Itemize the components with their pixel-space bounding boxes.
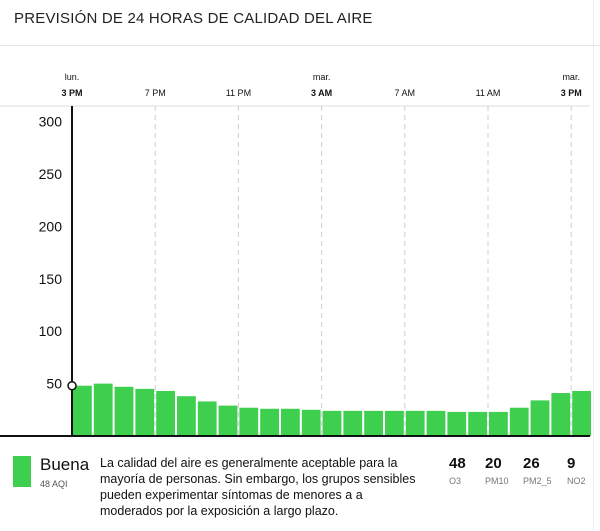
data-bar (281, 408, 300, 436)
aqi-value-label: 48 AQI (40, 479, 68, 489)
data-bar (447, 411, 467, 436)
y-tick-label: 250 (39, 166, 63, 182)
x-tick-label: 3 AM (311, 88, 332, 98)
data-bar (218, 405, 238, 436)
y-tick-label: 50 (46, 376, 62, 392)
x-tick-label: 3 PM (61, 88, 82, 98)
aqi-level-name: Buena (40, 455, 90, 474)
x-tick-label: 7 PM (145, 88, 166, 98)
aqi-forecast-chart: 50 100 150 200 250 300 lun. 3 PM 7 PM 11 PM mar. 3 … (0, 72, 591, 437)
data-bar (177, 396, 196, 436)
data-bar (93, 383, 113, 436)
data-bar (135, 388, 155, 436)
pollutant-value: 26 (523, 455, 540, 472)
data-bar (385, 410, 404, 436)
data-bar (426, 410, 446, 436)
data-bar (239, 407, 259, 436)
data-bar (114, 386, 134, 436)
pollutant-name: O3 (449, 476, 462, 486)
data-bar (468, 411, 487, 436)
data-bar (156, 390, 175, 436)
x-tick-label: 7 AM (395, 88, 416, 98)
page-title: PREVISIÓN DE 24 HORAS DE CALIDAD DEL AIR… (14, 10, 373, 27)
data-bar (301, 409, 321, 436)
data-bar (73, 385, 92, 436)
x-tick-label: 11 PM (226, 88, 251, 98)
x-tick-day-label: mar. (562, 72, 580, 82)
header-divider (0, 45, 600, 46)
panel-edge (593, 0, 594, 531)
current-value-marker (67, 380, 77, 391)
pollutant-value: 20 (485, 455, 502, 472)
pollutant-name: PM2_5 (523, 476, 552, 486)
data-bar (197, 401, 217, 436)
data-bar (551, 393, 571, 436)
aqi-level-swatch (13, 456, 31, 487)
y-tick-label: 150 (39, 271, 63, 287)
data-bar (343, 410, 363, 436)
pollutant-name: NO2 (567, 476, 586, 486)
pollutant-pm10: 20 PM10 (485, 455, 509, 486)
data-bar (405, 410, 425, 436)
data-bar (572, 390, 591, 436)
pollutant-value: 9 (567, 455, 576, 472)
pollutant-name: PM10 (485, 476, 509, 486)
y-tick-label: 200 (39, 218, 63, 234)
x-tick-day-label: lun. (65, 72, 80, 82)
pollutant-no2: 9 NO2 (567, 455, 586, 486)
y-tick-label: 300 (39, 114, 63, 130)
aqi-description: La calidad del aire es generalmente acep… (100, 456, 416, 518)
data-bar (260, 408, 279, 436)
pollutant-pm2-5: 26 PM2_5 (523, 455, 552, 486)
data-bar (530, 400, 550, 436)
x-tick-label: 11 AM (476, 88, 501, 98)
data-bar (509, 407, 529, 436)
data-bar (364, 410, 383, 436)
pollutant-o3: 48 O3 (449, 455, 466, 486)
x-tick-day-label: mar. (313, 72, 331, 82)
y-tick-label: 100 (39, 323, 63, 339)
pollutant-value: 48 (449, 455, 466, 472)
data-bar (489, 411, 508, 436)
x-tick-label: 3 PM (561, 88, 582, 98)
data-bar (322, 410, 342, 436)
